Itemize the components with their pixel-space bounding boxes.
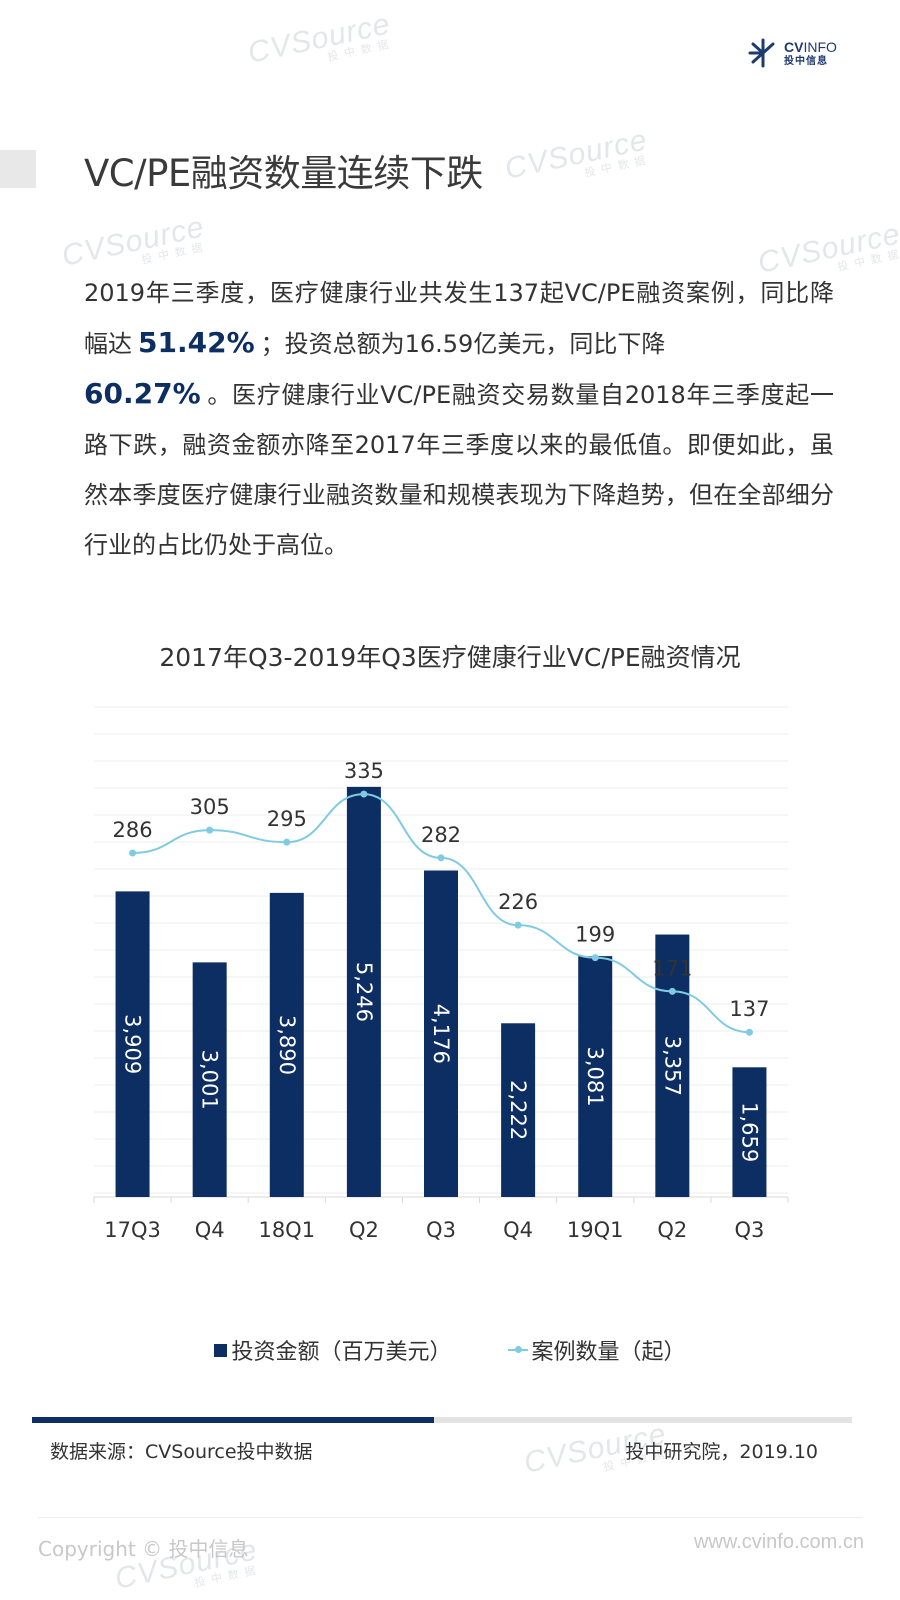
count-point [206, 826, 214, 834]
x-tick-label: 18Q1 [258, 1218, 315, 1242]
logo-text-cn: 投中信息 [784, 55, 828, 67]
x-tick-label: Q3 [426, 1218, 456, 1242]
x-tick-label: 17Q3 [104, 1218, 161, 1242]
cvinfo-logo: CVINFO 投中信息 [748, 38, 837, 68]
bar [192, 962, 227, 1197]
count-point [437, 854, 445, 862]
cvinfo-burst-icon [748, 38, 775, 68]
count-value-label: 137 [729, 997, 769, 1021]
logo-text-bold: CV [784, 38, 804, 55]
count-value-label: 282 [421, 823, 461, 847]
count-value-label: 295 [267, 807, 307, 831]
count-value-label: 305 [190, 795, 230, 819]
bar [501, 1023, 536, 1197]
page-progress-fill [32, 1417, 434, 1423]
highlight-decline-count: 51.42% [138, 326, 255, 359]
title-accent-bar [0, 150, 36, 188]
bar-value-label: 2,222 [506, 1080, 530, 1140]
count-value-label: 171 [652, 956, 692, 980]
copyright: Copyright © 投中信息 [38, 1537, 249, 1561]
chart-legend: 投资金额（百万美元） 案例数量（起） [0, 1334, 900, 1366]
legend-item-amount: 投资金额（百万美元） [214, 1334, 452, 1366]
count-point [591, 954, 599, 962]
funding-chart: 3,909 3,001 3,890 5,246 4,176 2,222 3,081 3,357… [93, 706, 789, 1242]
bar [115, 891, 150, 1197]
legend-line-marker-icon [507, 1346, 528, 1353]
legend-item-count: 案例数量（起） [507, 1334, 686, 1366]
bar [655, 934, 690, 1197]
bar [732, 1067, 767, 1197]
page-title: VC/PE融资数量连续下跌 [84, 152, 483, 195]
x-tick-label: Q2 [657, 1218, 687, 1242]
count-value-label: 226 [498, 890, 538, 914]
x-tick-label: Q4 [503, 1218, 533, 1242]
para-text-2: ；投资总额为16.59亿美元，同比下降 [260, 330, 666, 358]
bar [578, 956, 613, 1197]
count-value-label: 335 [344, 759, 384, 783]
legend-label-amount: 投资金额（百万美元） [231, 1340, 452, 1365]
bar [269, 892, 304, 1197]
legend-bar-swatch-icon [214, 1343, 228, 1357]
count-point [283, 838, 291, 846]
bar-value-label: 1,659 [737, 1102, 761, 1162]
bar-value-label: 4,176 [429, 1004, 453, 1064]
bar-value-label: 5,246 [352, 962, 376, 1022]
x-tick-label: Q3 [734, 1218, 764, 1242]
x-tick-label: 19Q1 [567, 1218, 624, 1242]
count-point [129, 849, 137, 857]
para-text-3: 。医疗健康行业VC/PE融资交易数量自2018年三季度起一路下跌，融资金额亦降至… [84, 381, 834, 559]
count-point [360, 790, 368, 798]
bar [346, 786, 381, 1197]
watermark: CVSource 投中数据 [502, 123, 653, 186]
bar [424, 870, 458, 1197]
bar-value-label: 3,909 [121, 1014, 145, 1074]
footer-divider [38, 1517, 862, 1518]
bar-value-label: 3,001 [198, 1050, 222, 1110]
bar-value-label: 3,081 [583, 1046, 607, 1106]
website-link[interactable]: www.cvinfo.com.cn [693, 1531, 864, 1553]
report-credit: 投中研究院，2019.10 [625, 1441, 818, 1463]
legend-label-count: 案例数量（起） [531, 1340, 686, 1365]
data-source: 数据来源：CVSource投中数据 [50, 1441, 313, 1463]
x-tick-label: Q4 [195, 1218, 225, 1242]
page-progress-bar [32, 1417, 852, 1423]
highlight-decline-amount: 60.27% [84, 377, 201, 410]
count-point [668, 987, 676, 995]
count-value-label: 199 [575, 923, 615, 947]
bar-value-label: 3,357 [660, 1036, 684, 1096]
para-text-1: 2019年三季度，医疗健康行业共发生137起VC/PE融资案例，同比降幅达 [84, 279, 834, 358]
x-tick-label: Q2 [349, 1218, 379, 1242]
chart-title: 2017年Q3-2019年Q3医疗健康行业VC/PE融资情况 [159, 643, 741, 672]
watermark: CVSource 投中数据 [245, 7, 396, 70]
count-point [745, 1028, 753, 1036]
bar-value-label: 3,890 [275, 1015, 299, 1075]
count-point [514, 921, 522, 929]
count-value-label: 286 [113, 818, 153, 842]
summary-paragraph: 2019年三季度，医疗健康行业共发生137起VC/PE融资案例，同比降幅达 51.… [84, 268, 834, 570]
logo-text-light: INFO [803, 38, 837, 55]
